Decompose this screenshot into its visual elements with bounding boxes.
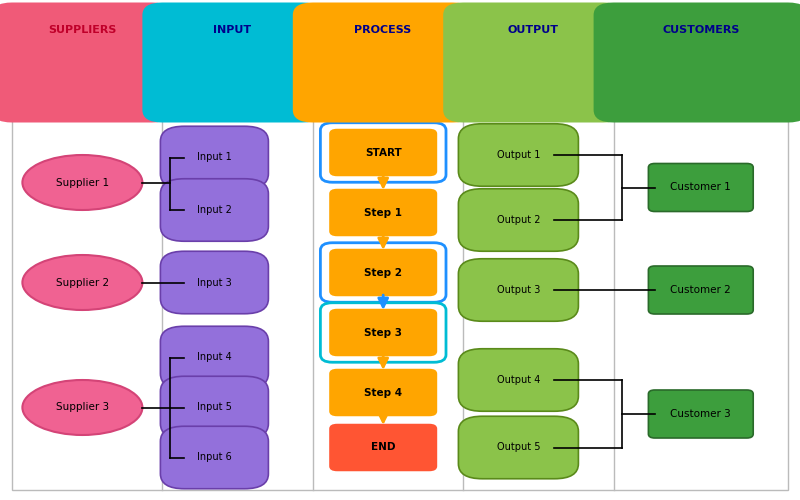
FancyBboxPatch shape bbox=[330, 248, 437, 296]
Text: Customer 2: Customer 2 bbox=[670, 285, 731, 295]
Text: END: END bbox=[371, 442, 395, 452]
Text: Supplier 3: Supplier 3 bbox=[56, 402, 109, 412]
FancyBboxPatch shape bbox=[293, 2, 473, 122]
FancyBboxPatch shape bbox=[330, 369, 437, 416]
Text: Step 1: Step 1 bbox=[364, 208, 402, 218]
Text: Customer 1: Customer 1 bbox=[670, 182, 731, 192]
Text: Step 4: Step 4 bbox=[364, 388, 402, 398]
Text: CUSTOMERS: CUSTOMERS bbox=[662, 25, 739, 35]
Text: Output 5: Output 5 bbox=[497, 442, 540, 452]
FancyBboxPatch shape bbox=[648, 164, 754, 212]
FancyBboxPatch shape bbox=[330, 424, 437, 471]
Text: Input 6: Input 6 bbox=[197, 452, 232, 462]
Text: INPUT: INPUT bbox=[214, 25, 251, 35]
FancyBboxPatch shape bbox=[330, 189, 437, 236]
FancyBboxPatch shape bbox=[648, 390, 754, 438]
Text: Step 2: Step 2 bbox=[364, 268, 402, 278]
Text: START: START bbox=[365, 148, 402, 158]
FancyBboxPatch shape bbox=[458, 259, 578, 322]
FancyBboxPatch shape bbox=[648, 266, 754, 314]
FancyBboxPatch shape bbox=[330, 308, 437, 356]
Text: Supplier 2: Supplier 2 bbox=[56, 278, 109, 287]
FancyBboxPatch shape bbox=[458, 124, 578, 186]
Text: Output 4: Output 4 bbox=[497, 375, 540, 385]
Text: Input 4: Input 4 bbox=[197, 352, 232, 362]
Text: Input 1: Input 1 bbox=[197, 152, 232, 162]
Text: Customer 3: Customer 3 bbox=[670, 409, 731, 419]
Text: Step 3: Step 3 bbox=[364, 328, 402, 338]
Text: Output 2: Output 2 bbox=[497, 215, 540, 225]
Text: Output 3: Output 3 bbox=[497, 285, 540, 295]
Text: PROCESS: PROCESS bbox=[354, 25, 411, 35]
Text: SUPPLIERS: SUPPLIERS bbox=[48, 25, 116, 35]
Text: Input 5: Input 5 bbox=[197, 402, 232, 412]
FancyBboxPatch shape bbox=[458, 349, 578, 411]
FancyBboxPatch shape bbox=[458, 416, 578, 479]
FancyBboxPatch shape bbox=[160, 252, 269, 314]
Text: Input 3: Input 3 bbox=[197, 278, 232, 287]
Ellipse shape bbox=[22, 255, 142, 310]
Ellipse shape bbox=[22, 155, 142, 210]
FancyBboxPatch shape bbox=[443, 2, 623, 122]
FancyBboxPatch shape bbox=[142, 2, 322, 122]
FancyBboxPatch shape bbox=[160, 179, 269, 242]
FancyBboxPatch shape bbox=[0, 2, 172, 122]
Text: Input 2: Input 2 bbox=[197, 205, 232, 215]
Bar bbox=[12, 115, 788, 490]
FancyBboxPatch shape bbox=[160, 126, 269, 188]
FancyBboxPatch shape bbox=[160, 326, 269, 389]
FancyBboxPatch shape bbox=[594, 2, 800, 122]
Text: Supplier 1: Supplier 1 bbox=[56, 178, 109, 188]
Text: OUTPUT: OUTPUT bbox=[508, 25, 558, 35]
Text: Output 1: Output 1 bbox=[497, 150, 540, 160]
FancyBboxPatch shape bbox=[458, 188, 578, 251]
FancyBboxPatch shape bbox=[160, 376, 269, 439]
FancyBboxPatch shape bbox=[330, 129, 437, 176]
FancyBboxPatch shape bbox=[160, 426, 269, 489]
Ellipse shape bbox=[22, 380, 142, 435]
